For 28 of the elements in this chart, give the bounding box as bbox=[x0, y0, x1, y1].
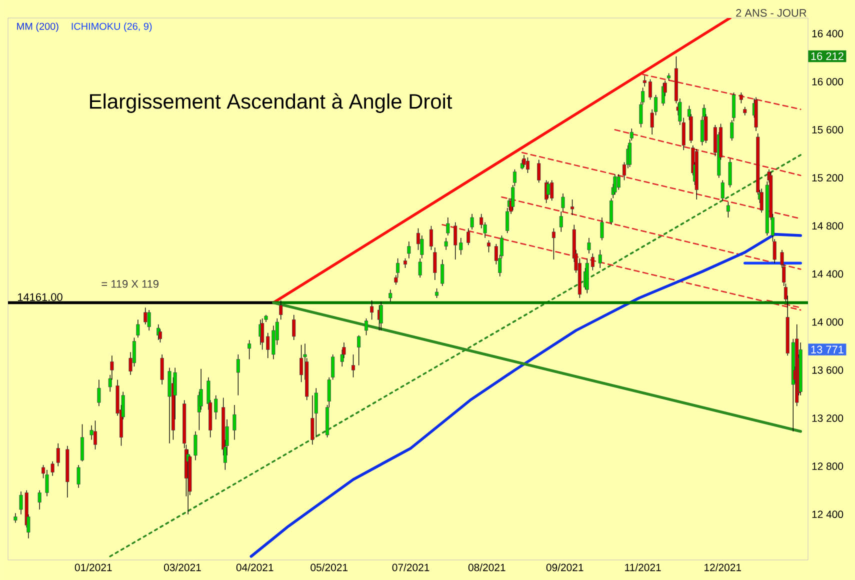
annotation: 13 771 bbox=[811, 346, 844, 354]
x-tick-label: 07/2021 bbox=[392, 564, 430, 572]
x-tick-label: 12/2021 bbox=[704, 564, 742, 572]
x-tick-label: 11/2021 bbox=[625, 564, 661, 572]
x-tick-label: 04/2021 bbox=[236, 564, 274, 572]
x-tick-label: 01/2021 bbox=[74, 564, 112, 572]
y-tick-label: 14 400 bbox=[812, 270, 844, 278]
y-tick-label: 14 800 bbox=[812, 222, 844, 230]
y-tick-label: 13 600 bbox=[812, 366, 844, 374]
y-tick-label: 14 000 bbox=[812, 318, 844, 326]
x-tick-label: 09/2021 bbox=[546, 564, 584, 572]
x-tick-label: 03/2021 bbox=[164, 564, 201, 572]
annotation: 16 212 bbox=[811, 52, 844, 60]
y-tick-label: 15 600 bbox=[812, 126, 844, 134]
text: ICHIMOKU (26, 9) bbox=[72, 22, 152, 32]
text: 2 ANS - JOUR bbox=[736, 9, 806, 17]
annotation: = 119 X 119 bbox=[102, 280, 158, 288]
y-tick-label: 13 200 bbox=[812, 414, 844, 422]
y-tick-label: 16 000 bbox=[812, 78, 844, 86]
y-tick-label: 16 400 bbox=[812, 30, 844, 38]
y-tick-label: 12 800 bbox=[812, 462, 844, 470]
x-tick-label: 05/2021 bbox=[310, 564, 348, 572]
y-tick-label: 15 200 bbox=[812, 174, 844, 182]
x-tick-label: 08/2021 bbox=[468, 564, 506, 572]
y-tick-label: 12 400 bbox=[812, 510, 844, 518]
annotation: 14161.00 bbox=[18, 293, 62, 301]
text: MM (200) bbox=[17, 22, 58, 32]
text: Elargissement Ascendant à Angle Droit bbox=[90, 93, 452, 113]
